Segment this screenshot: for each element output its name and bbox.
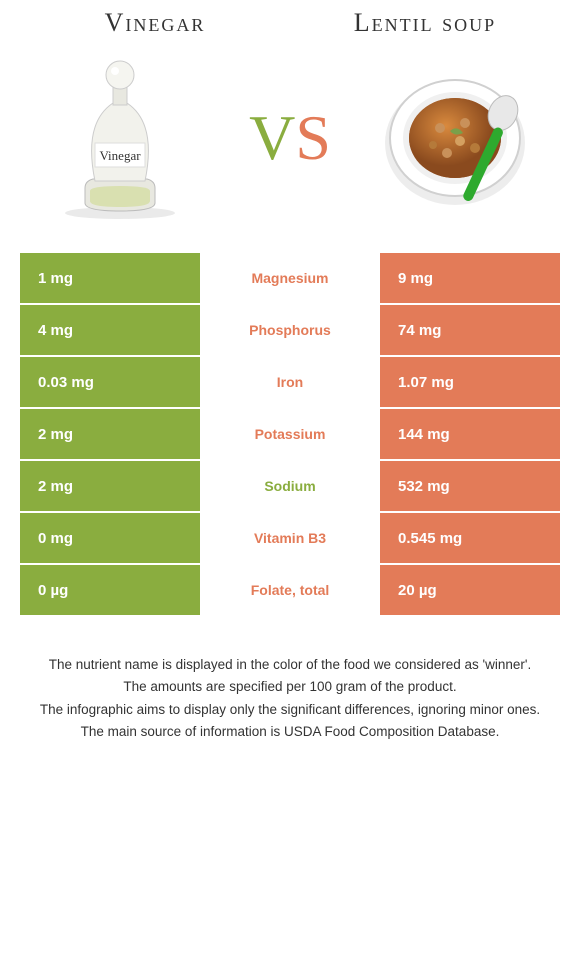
table-row: 0.03 mg Iron 1.07 mg	[20, 357, 560, 407]
vinegar-label-text: Vinegar	[99, 148, 141, 163]
lentil-soup-image	[370, 48, 550, 228]
table-row: 2 mg Potassium 144 mg	[20, 409, 560, 459]
left-value: 1 mg	[20, 253, 200, 303]
right-value: 532 mg	[380, 461, 560, 511]
right-value: 74 mg	[380, 305, 560, 355]
vinegar-bottle-icon: Vinegar	[35, 53, 205, 223]
left-value: 0 mg	[20, 513, 200, 563]
nutrient-name: Sodium	[200, 461, 380, 511]
right-food-title: Lentil soup	[290, 8, 560, 38]
table-row: 4 mg Phosphorus 74 mg	[20, 305, 560, 355]
vs-label: VS	[249, 101, 331, 175]
table-row: 1 mg Magnesium 9 mg	[20, 253, 560, 303]
table-row: 0 mg Vitamin B3 0.545 mg	[20, 513, 560, 563]
nutrient-table: 1 mg Magnesium 9 mg 4 mg Phosphorus 74 m…	[20, 253, 560, 615]
footer-notes: The nutrient name is displayed in the co…	[20, 655, 560, 742]
nutrient-name: Iron	[200, 357, 380, 407]
left-value: 4 mg	[20, 305, 200, 355]
nutrient-name: Vitamin B3	[200, 513, 380, 563]
vs-v: V	[249, 101, 295, 175]
nutrient-name: Magnesium	[200, 253, 380, 303]
nutrient-name: Potassium	[200, 409, 380, 459]
nutrient-name: Folate, total	[200, 565, 380, 615]
left-food-title: Vinegar	[20, 8, 290, 38]
left-value: 2 mg	[20, 461, 200, 511]
lentil-soup-icon	[375, 53, 545, 223]
left-value: 0.03 mg	[20, 357, 200, 407]
left-value: 2 mg	[20, 409, 200, 459]
right-value: 9 mg	[380, 253, 560, 303]
right-value: 0.545 mg	[380, 513, 560, 563]
right-value: 20 µg	[380, 565, 560, 615]
vinegar-image: Vinegar	[30, 48, 210, 228]
table-row: 0 µg Folate, total 20 µg	[20, 565, 560, 615]
nutrient-name: Phosphorus	[200, 305, 380, 355]
right-value: 144 mg	[380, 409, 560, 459]
footer-line: The amounts are specified per 100 gram o…	[30, 677, 550, 697]
left-value: 0 µg	[20, 565, 200, 615]
footer-line: The main source of information is USDA F…	[30, 722, 550, 742]
footer-line: The nutrient name is displayed in the co…	[30, 655, 550, 675]
right-value: 1.07 mg	[380, 357, 560, 407]
table-row: 2 mg Sodium 532 mg	[20, 461, 560, 511]
vs-row: Vinegar VS	[20, 48, 560, 228]
vs-s: S	[295, 101, 331, 175]
footer-line: The infographic aims to display only the…	[30, 700, 550, 720]
header: Vinegar Lentil soup	[20, 8, 560, 38]
